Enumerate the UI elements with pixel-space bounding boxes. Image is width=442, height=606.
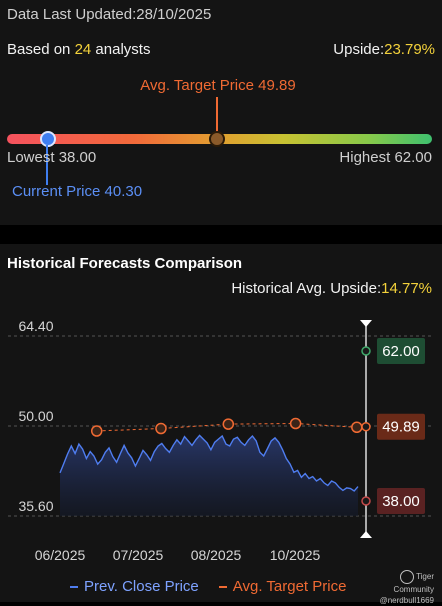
avg-target-marker [209,131,225,147]
highest-target: Highest 62.00 [339,149,432,166]
low-target-tag-label: 38.00 [382,493,420,510]
analyst-count: Based on 24 analysts [7,41,151,58]
avg-target-tag-label: 49.89 [382,419,420,436]
x-tick-label: 10/2025 [270,547,321,563]
cursor-bottom-handle [360,531,372,538]
forecast-chart[interactable]: 64.40 50.00 35.60 06/2025 07/2025 08/2025 10/2… [0,244,442,574]
high-target-tag-label: 62.00 [382,343,420,360]
high-target-point [361,346,371,356]
high-target-tag [377,338,425,364]
historical-forecasts-card: Historical Forecasts Comparison Historic… [0,244,442,605]
close-price-area [60,435,358,516]
y-tick-label: 35.60 [18,498,53,514]
close-price-line [59,434,359,492]
target-price-point [155,422,167,435]
current-price-stem [46,145,48,185]
target-price-point [222,418,235,430]
avg-target-stem [216,97,218,132]
lowest-target: Lowest 38.00 [7,149,97,166]
x-tick-label: 06/2025 [35,547,86,563]
cursor-top-handle [360,320,372,327]
current-price-marker [40,131,56,147]
legend-close-label: Prev. Close Price [84,578,199,595]
x-tick-label: 08/2025 [191,547,242,563]
legend-close-price[interactable]: Prev. Close Price [70,578,199,595]
current-price-label: Current Price 40.30 [12,183,143,200]
tiger-logo-icon [400,570,415,584]
section-title: Historical Forecasts Comparison [7,255,243,272]
chart-legend: Prev. Close Price Avg. Target Price [70,578,346,595]
target-price-line [96,422,357,432]
low-target-tag [377,488,425,514]
low-target-point [361,496,371,506]
legend-target-price[interactable]: Avg. Target Price [218,578,347,595]
target-price-point [351,421,363,433]
last-updated: Data Last Updated:28/10/2025 [7,6,212,23]
historical-upside: Historical Avg. Upside:14.77% [231,280,432,297]
avg-target-tag [377,413,425,440]
legend-close-swatch [70,585,78,588]
x-tick-label: 07/2025 [113,547,164,563]
avg-target-point [361,421,371,432]
y-tick-label: 50.00 [18,408,53,424]
upside-value: Upside:23.79% [333,41,435,58]
y-tick-label: 64.40 [18,318,53,334]
legend-target-label: Avg. Target Price [232,578,347,595]
target-price-point [289,417,302,430]
watermark: Tiger Community @nerdbull1669 [364,570,434,606]
avg-target-label: Avg. Target Price 49.89 [140,77,296,94]
target-price-point [90,425,103,437]
legend-target-swatch [218,585,227,588]
analyst-summary-card: Data Last Updated:28/10/2025 Based on 24… [0,0,442,225]
